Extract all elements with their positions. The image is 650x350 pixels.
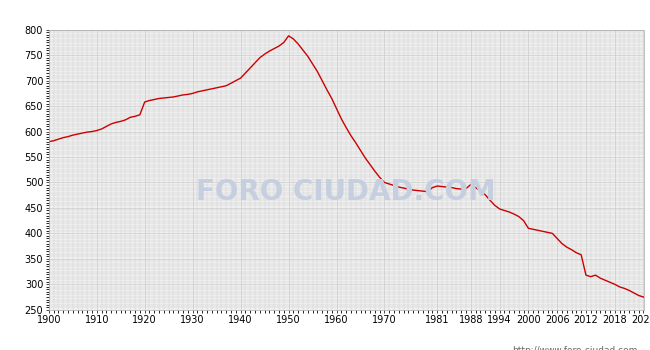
- Text: http://www.foro-ciudad.com: http://www.foro-ciudad.com: [512, 346, 638, 350]
- Text: Bobadilla del Campo (Municipio) - Evolucion del numero de Habitantes: Bobadilla del Campo (Municipio) - Evoluc…: [89, 8, 561, 22]
- Text: FORO CIUDAD.COM: FORO CIUDAD.COM: [196, 178, 496, 206]
